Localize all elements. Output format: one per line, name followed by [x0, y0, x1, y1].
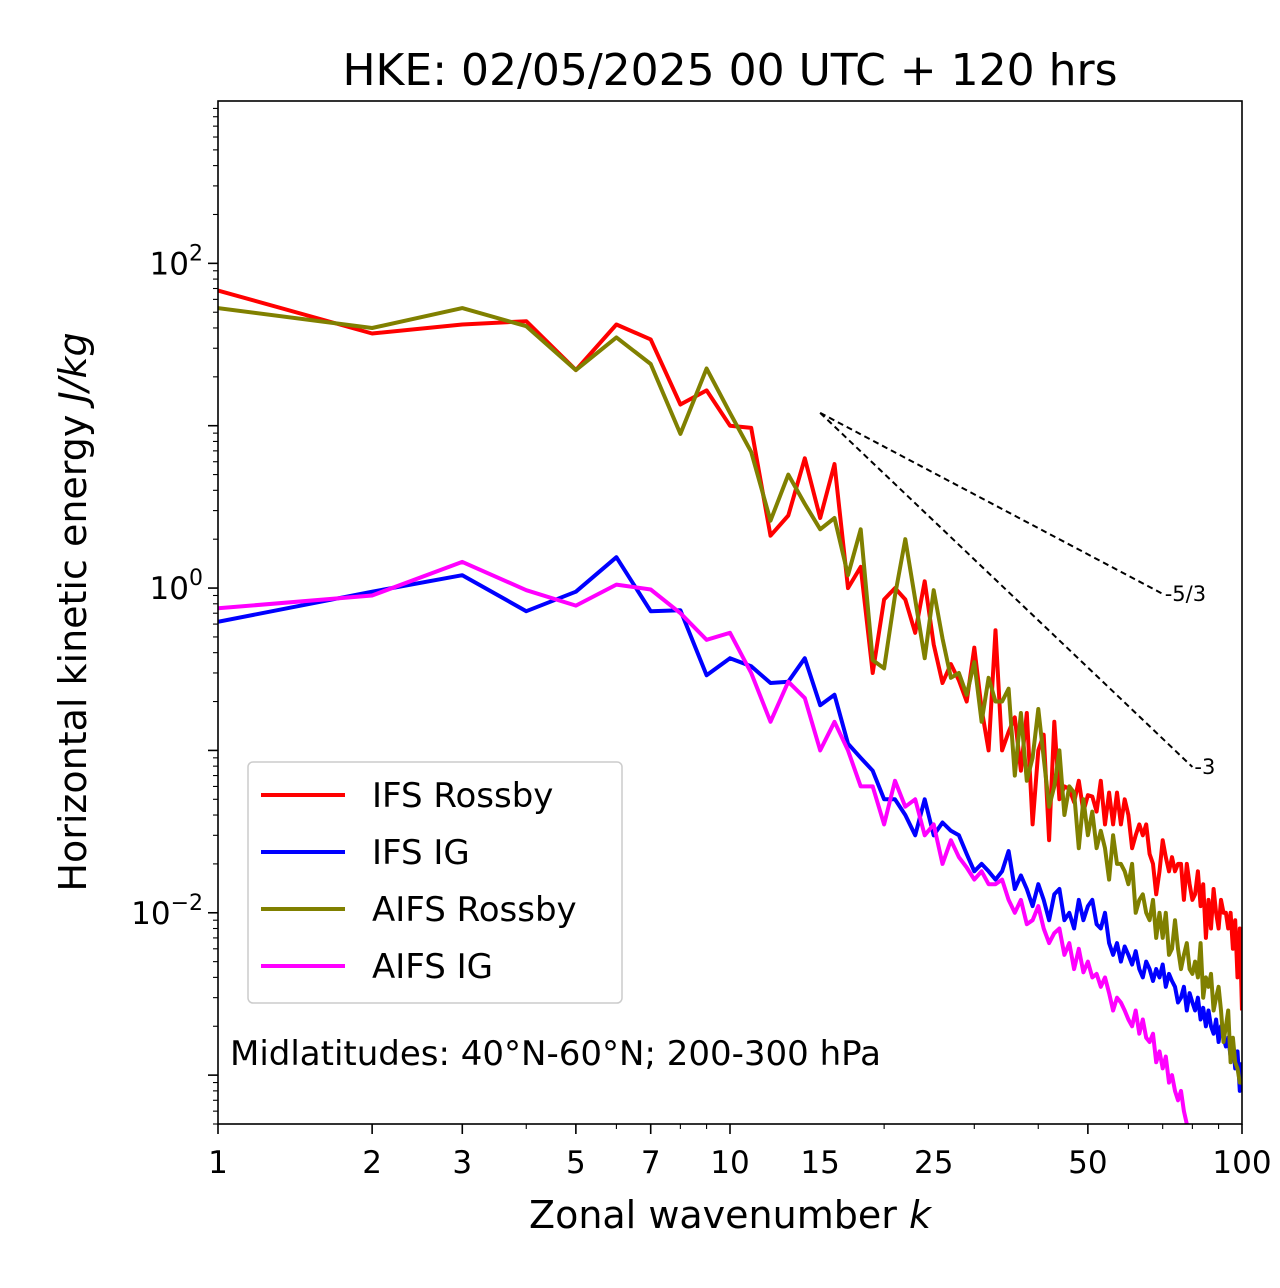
series-line-aifs-ig [218, 559, 1189, 1124]
x-tick-label: 25 [914, 1145, 953, 1181]
x-tick-label: 10 [710, 1145, 749, 1181]
series-line-aifs-rossby [218, 306, 1242, 1085]
chart-title: HKE: 02/05/2025 00 UTC + 120 hrs [342, 45, 1117, 96]
legend-label: IFS Rossby [372, 776, 553, 816]
series-line-ifs-ig [218, 555, 1242, 1093]
reference-slope-line [819, 412, 1194, 768]
region-annotation: Midlatitudes: 40°N-60°N; 200-300 hPa [230, 1034, 881, 1074]
x-axis-label: Zonal wavenumber k [529, 1193, 933, 1237]
legend-box [247, 761, 623, 1004]
x-tick-label: 15 [800, 1145, 839, 1181]
reference-slope-line [819, 411, 1164, 595]
x-tick-label: 7 [641, 1145, 661, 1181]
reference-slope-label: -3 [1194, 755, 1215, 779]
series-line-ifs-rossby [218, 288, 1242, 1011]
y-tick-label: 102 [150, 241, 203, 282]
reference-slope-labels: -5/3 -3 [1165, 582, 1216, 779]
y-tick-label: 100 [150, 566, 203, 607]
x-tick-label: 1 [208, 1145, 228, 1181]
x-tick-label: 2 [362, 1145, 382, 1181]
x-tick-label: 3 [452, 1145, 472, 1181]
legend: IFS Rossby IFS IG AIFS Rossby AIFS IG [247, 761, 623, 1004]
legend-label: AIFS Rossby [372, 890, 577, 930]
y-axis-ticks: 10−2 100 102 [131, 107, 218, 1125]
y-tick-label: 10−2 [131, 891, 203, 932]
plot-frame [217, 100, 1243, 1125]
series-lines [218, 288, 1242, 1124]
reference-slope-label: -5/3 [1165, 582, 1206, 606]
reference-slope-lines [819, 411, 1194, 768]
x-axis-ticks: 1 2 3 5 7 10 15 25 50 100 [208, 1124, 1272, 1181]
x-tick-label: 100 [1212, 1145, 1271, 1181]
legend-label: AIFS IG [372, 947, 493, 987]
x-tick-label: 5 [566, 1145, 586, 1181]
x-tick-label: 50 [1068, 1145, 1107, 1181]
legend-label: IFS IG [372, 833, 470, 873]
y-axis-label: Horizontal kinetic energy J/kg [51, 332, 95, 891]
